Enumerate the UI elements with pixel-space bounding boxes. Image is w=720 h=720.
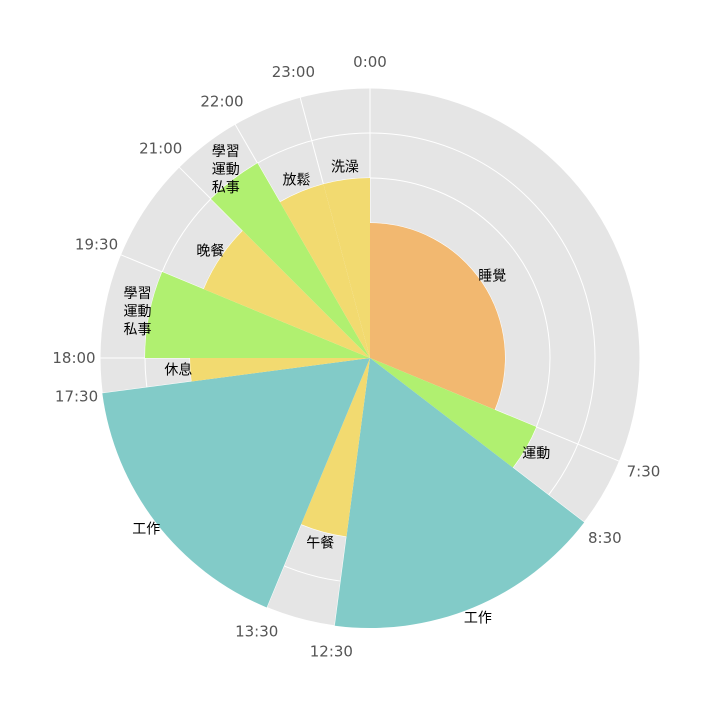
activity-wedge bbox=[280, 184, 370, 358]
activity-label: 工作 bbox=[132, 522, 160, 538]
tick-label: 7:30 bbox=[627, 462, 661, 480]
activity-label: 洗澡 bbox=[331, 160, 359, 176]
activity-wedge bbox=[203, 230, 370, 358]
activity-wedge bbox=[102, 358, 371, 608]
tick-label: 18:00 bbox=[52, 349, 95, 367]
activity-wedge bbox=[301, 358, 370, 537]
activity-wedge bbox=[145, 271, 370, 358]
activity-wedges bbox=[102, 163, 585, 628]
tick-label: 8:30 bbox=[588, 529, 622, 547]
activity-label: 午餐 bbox=[306, 535, 334, 551]
activity-label: 運動 bbox=[522, 446, 550, 462]
activity-label: 學習運動私事 bbox=[212, 144, 240, 196]
tick-label: 21:00 bbox=[139, 140, 182, 158]
tick-label: 22:00 bbox=[200, 93, 243, 111]
activity-wedge bbox=[370, 223, 505, 410]
activity-label: 放鬆 bbox=[283, 173, 311, 189]
activity-wedge bbox=[190, 358, 370, 382]
activity-wedge bbox=[323, 178, 370, 358]
tick-label: 19:30 bbox=[75, 236, 118, 254]
activity-wedge bbox=[370, 358, 537, 468]
activity-wedge bbox=[334, 358, 585, 628]
activity-wedge bbox=[210, 163, 370, 358]
activity-label: 工作 bbox=[464, 611, 492, 627]
tick-label: 23:00 bbox=[272, 63, 315, 81]
tick-label: 0:00 bbox=[353, 53, 387, 71]
tick-label: 12:30 bbox=[310, 642, 353, 660]
tick-label: 13:30 bbox=[235, 622, 278, 640]
activity-label: 晚餐 bbox=[196, 243, 224, 259]
activity-label: 睡覺 bbox=[478, 268, 506, 284]
activity-label: 學習運動私事 bbox=[124, 286, 152, 338]
tick-label: 17:30 bbox=[55, 388, 98, 406]
time-tick-labels: 0:00 7:30 8:30 12:30 13:30 17:30 18:00 19:30 21:… bbox=[52, 53, 660, 660]
activity-label: 休息 bbox=[164, 362, 192, 379]
